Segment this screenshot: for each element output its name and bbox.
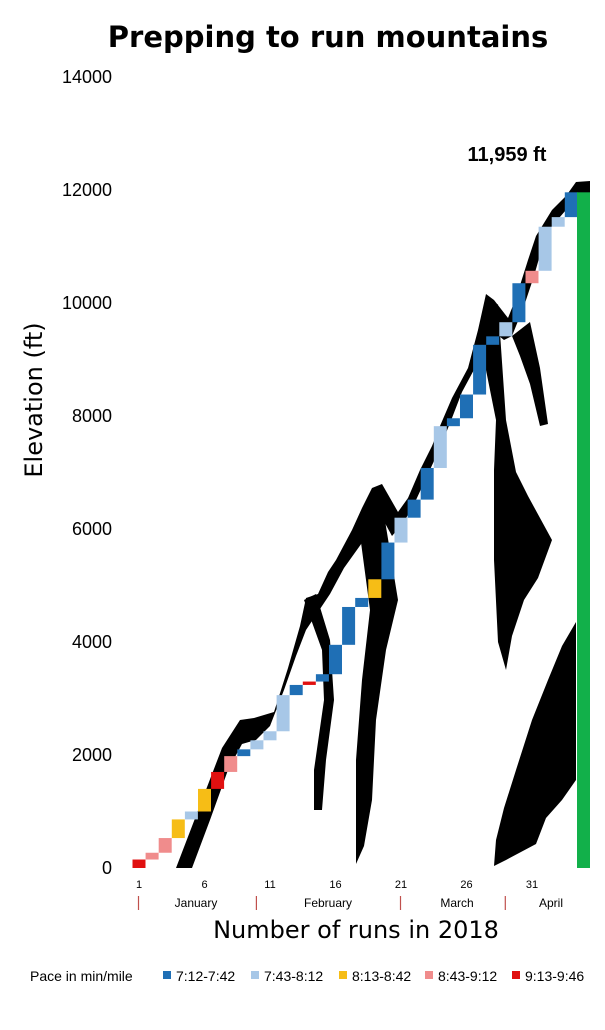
run-bar — [486, 336, 500, 345]
run-bar — [433, 426, 447, 468]
run-bar — [198, 788, 211, 812]
y-tick-label: 8000 — [72, 406, 112, 426]
mountain-gully-2 — [356, 490, 398, 864]
x-axis: 1 6 11 16 21 26 31 — [136, 879, 538, 891]
run-bar — [132, 859, 146, 868]
mountain-gully-4 — [512, 322, 548, 426]
mountain-gully-1 — [304, 594, 334, 810]
mountain-illustration — [176, 181, 590, 868]
y-tick-label: 6000 — [72, 519, 112, 539]
y-tick-label: 4000 — [72, 632, 112, 652]
x-tick-label: 1 — [136, 879, 142, 891]
run-bar — [407, 499, 421, 518]
run-bar — [302, 681, 316, 685]
x-axis-title: Number of runs in 2018 — [213, 916, 499, 944]
run-bar — [342, 606, 356, 645]
month-label: February — [304, 896, 352, 910]
run-bar — [171, 819, 185, 839]
legend-swatch — [251, 971, 259, 979]
month-label: April — [539, 896, 563, 910]
run-bar — [184, 811, 198, 820]
run-bar — [564, 192, 578, 218]
month-label: January — [175, 896, 218, 910]
run-bar — [211, 771, 225, 789]
run-bar — [525, 270, 539, 284]
legend-label: 7:12-7:42 — [176, 968, 235, 984]
run-bar — [158, 838, 172, 853]
mountain-gully-3 — [478, 304, 552, 670]
run-bar — [224, 756, 238, 772]
x-tick-label: 26 — [460, 879, 472, 891]
x-tick-label: 21 — [395, 879, 407, 891]
legend-label: 8:13-8:42 — [352, 968, 411, 984]
legend-title: Pace in min/mile — [30, 968, 133, 984]
run-bar — [551, 217, 565, 227]
run-bar — [394, 517, 408, 543]
y-tick-label: 0 — [102, 858, 112, 878]
mountain-lower-slab — [494, 622, 576, 866]
legend-swatch — [512, 971, 520, 979]
run-bar — [237, 749, 251, 757]
x-tick-label: 31 — [526, 879, 538, 891]
legend: Pace in min/mile 7:12-7:42 7:43-8:12 8:13-… — [30, 968, 584, 984]
peak-annotation: 11,959 ft — [468, 144, 547, 166]
total-elevation-bar — [577, 192, 590, 868]
run-bar — [499, 322, 513, 337]
legend-swatch — [339, 971, 347, 979]
legend-label: 9:13-9:46 — [525, 968, 584, 984]
run-bar — [329, 644, 342, 675]
y-tick-label: 2000 — [72, 745, 112, 765]
run-bar — [250, 740, 264, 750]
run-bar — [276, 695, 290, 732]
legend-label: 7:43-8:12 — [264, 968, 323, 984]
x-tick-label: 11 — [264, 879, 275, 891]
run-bar — [381, 542, 395, 580]
x-tick-label: 6 — [201, 879, 207, 891]
run-bar — [420, 467, 434, 500]
y-axis-title: Elevation (ft) — [20, 322, 48, 477]
y-tick-label: 14000 — [62, 67, 112, 87]
run-bar — [460, 394, 473, 419]
y-axis: 0 2000 4000 6000 8000 10000 12000 14000 — [62, 67, 112, 878]
legend-swatch — [163, 971, 171, 979]
run-bar — [315, 674, 329, 682]
month-labels: January February March April — [137, 896, 563, 910]
run-bar — [368, 579, 382, 598]
month-label: March — [440, 896, 473, 910]
legend-swatch — [425, 971, 433, 979]
run-bar — [145, 852, 159, 860]
run-bar — [446, 418, 460, 427]
run-bar — [355, 597, 369, 607]
chart-title: Prepping to run mountains — [108, 20, 548, 54]
y-tick-label: 10000 — [62, 293, 112, 313]
run-bar — [473, 344, 487, 395]
run-bar — [289, 684, 303, 696]
run-bar — [263, 731, 277, 741]
legend-label: 8:43-9:12 — [438, 968, 497, 984]
bars — [132, 192, 578, 868]
run-bar — [538, 226, 552, 271]
x-tick-label: 16 — [329, 879, 341, 891]
run-bar — [512, 283, 526, 323]
y-tick-label: 12000 — [62, 180, 112, 200]
